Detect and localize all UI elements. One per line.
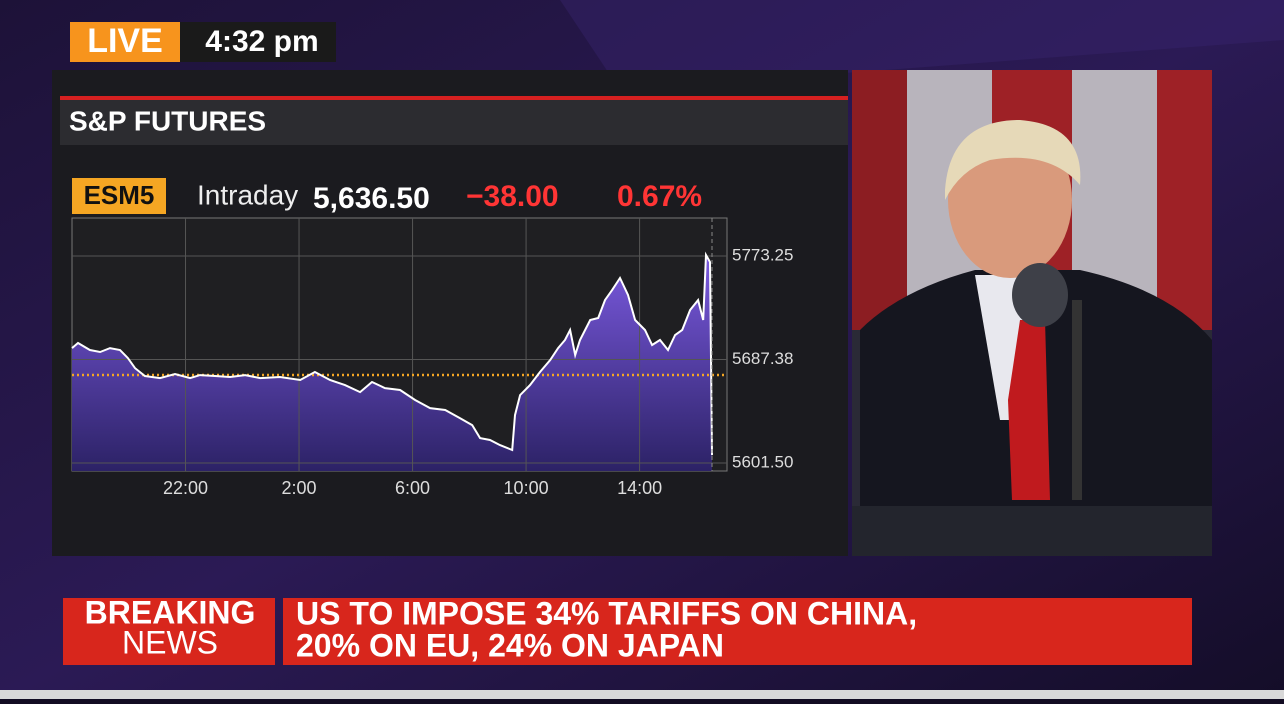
ticker: ESM5 [84, 180, 155, 210]
podium [852, 506, 1212, 556]
area [72, 255, 712, 471]
time-text: 4:32 pm [205, 25, 318, 58]
x-tick-label: 10:00 [504, 478, 549, 498]
price-change-pct: 0.67% [617, 180, 702, 213]
price-change: −38.00 [466, 180, 559, 213]
microphone [1012, 263, 1068, 327]
flag-stripe [1157, 70, 1212, 330]
speaker-video [852, 70, 1212, 556]
x-tick-label: 14:00 [617, 478, 662, 498]
x-tick-label: 6:00 [395, 478, 430, 498]
tie [1008, 320, 1050, 500]
x-tick-label: 2:00 [282, 478, 317, 498]
mic-stand [1072, 300, 1082, 500]
price-line [71, 251, 713, 456]
hair [945, 120, 1081, 200]
breaking-label: BREAKING [85, 594, 256, 630]
headline: US TO IMPOSE 34% TARIFFS ON CHINA, [296, 595, 917, 631]
live-badge [70, 22, 180, 62]
bottom-strip [0, 690, 1284, 699]
time-box [180, 22, 336, 62]
breaking-badge [63, 598, 275, 665]
background-streak [560, 0, 1284, 90]
ticker-badge [72, 178, 166, 214]
last-price: 5,636.50 [313, 182, 430, 215]
headline: 20% ON EU, 24% ON JAPAN [296, 627, 724, 663]
y-tick-label: 5687.38 [732, 349, 793, 368]
live-text: LIVE [87, 22, 163, 60]
y-tick-label: 5601.50 [732, 453, 793, 472]
panel-red-line [60, 96, 848, 100]
y-tick-label: 5773.25 [732, 246, 793, 265]
breaking-label: NEWS [122, 624, 218, 660]
period-label: Intraday [197, 179, 298, 210]
flag-stripe [852, 70, 907, 330]
panel-header [60, 100, 848, 145]
x-tick-label: 22:00 [163, 478, 208, 498]
panel-title: S&P FUTURES [69, 105, 266, 136]
headline-bar [283, 598, 1192, 665]
